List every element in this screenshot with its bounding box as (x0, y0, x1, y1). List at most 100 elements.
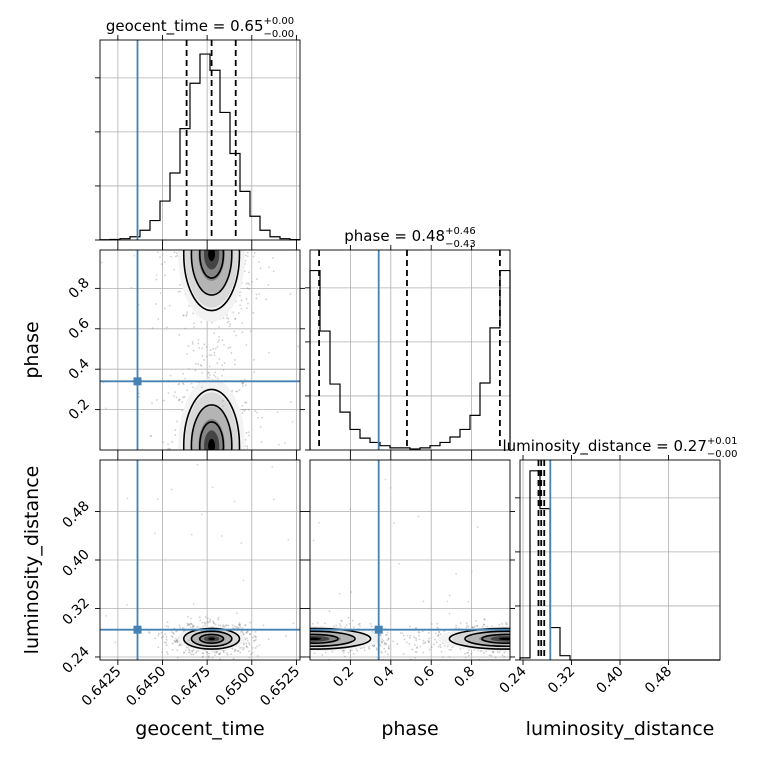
scatter-point (514, 650, 516, 652)
scatter-point (184, 455, 186, 457)
scatter-point (178, 383, 181, 385)
panel-0-0 (95, 35, 301, 245)
scatter-point (545, 638, 547, 640)
scatter-point (200, 513, 203, 516)
scatter-point (216, 465, 218, 467)
scatter-point (248, 646, 250, 648)
scatter-point (451, 646, 454, 648)
scatter-point (494, 656, 497, 659)
scatter-point (200, 195, 202, 197)
scatter-point (235, 218, 237, 220)
scatter-point (421, 630, 424, 633)
scatter-point (206, 620, 209, 623)
scatter-point (182, 522, 184, 524)
scatter-point (436, 635, 439, 638)
contour-level-3 (481, 633, 510, 644)
scatter-point (521, 652, 523, 654)
scatter-point (246, 651, 248, 653)
scatter-point (209, 620, 211, 623)
scatter-point (175, 252, 178, 255)
scatter-point (254, 635, 257, 638)
scatter-point (178, 624, 181, 627)
scatter-point (546, 638, 548, 640)
scatter-point (298, 634, 300, 636)
scatter-point (524, 640, 526, 642)
scatter-point (179, 643, 181, 646)
scatter-point (157, 632, 160, 635)
scatter-point (212, 188, 214, 190)
scatter-point (252, 202, 254, 204)
scatter-point (576, 634, 578, 636)
scatter-point (561, 628, 563, 630)
scatter-point (392, 640, 395, 643)
scatter-point (208, 365, 211, 368)
scatter-point (192, 653, 195, 656)
scatter-point (501, 654, 504, 657)
scatter-point (249, 639, 251, 641)
scatter-point (246, 255, 249, 258)
scatter-point (548, 652, 550, 654)
scatter-point (262, 624, 265, 627)
scatter-point (216, 492, 218, 494)
scatter-point (236, 461, 238, 463)
scatter-point (240, 631, 242, 633)
scatter-point (204, 624, 206, 627)
scatter-point (196, 160, 198, 162)
scatter-point (260, 638, 262, 640)
scatter-point (225, 246, 227, 248)
scatter-point (590, 642, 592, 644)
scatter-point (386, 631, 389, 634)
scatter-point (510, 632, 512, 634)
scatter-point (276, 411, 279, 414)
histogram-phase (309, 269, 511, 450)
scatter-point (268, 636, 270, 638)
scatter-point (434, 632, 437, 635)
scatter-point (254, 410, 257, 413)
scatter-point (274, 638, 276, 640)
scatter-point (216, 206, 218, 208)
scatter-point (566, 640, 568, 642)
scatter-point (245, 156, 247, 158)
scatter-point (238, 469, 240, 471)
scatter-point (221, 200, 223, 202)
scatter-point (192, 235, 194, 237)
scatter-point (174, 434, 177, 436)
scatter-point (385, 633, 388, 636)
scatter-point (258, 261, 260, 264)
scatter-point (278, 635, 280, 637)
scatter-point (513, 635, 515, 637)
scatter-point (311, 622, 314, 625)
scatter-point (199, 364, 202, 366)
scatter-point (182, 165, 184, 167)
scatter-point (201, 220, 203, 222)
scatter-point (215, 515, 217, 517)
scatter-point (166, 471, 168, 473)
scatter-point (455, 627, 458, 629)
scatter-point (241, 405, 244, 407)
scatter-point (217, 470, 219, 472)
scatter-point (409, 625, 411, 628)
scatter-point (228, 621, 230, 623)
frame-1-0 (99, 249, 301, 451)
scatter-point (292, 631, 294, 633)
scatter-point (100, 261, 103, 264)
contour-level-3 (198, 421, 225, 450)
scatter-point (308, 633, 310, 635)
scatter-point (282, 639, 284, 641)
scatter-point (165, 481, 167, 483)
ytick-label-phase: 0.2 (66, 396, 93, 423)
scatter-point (526, 632, 528, 634)
scatter-point (203, 343, 206, 346)
scatter-point (104, 407, 107, 410)
scatter-point (293, 645, 295, 647)
scatter-point (183, 532, 185, 534)
scatter-point (303, 639, 305, 641)
scatter-point (473, 625, 476, 628)
scatter-point (221, 208, 223, 210)
scatter-point (263, 639, 265, 641)
scatter-point (369, 622, 372, 625)
scatter-point (544, 636, 546, 638)
scatter-point (241, 382, 244, 385)
truth-marker (374, 625, 383, 634)
